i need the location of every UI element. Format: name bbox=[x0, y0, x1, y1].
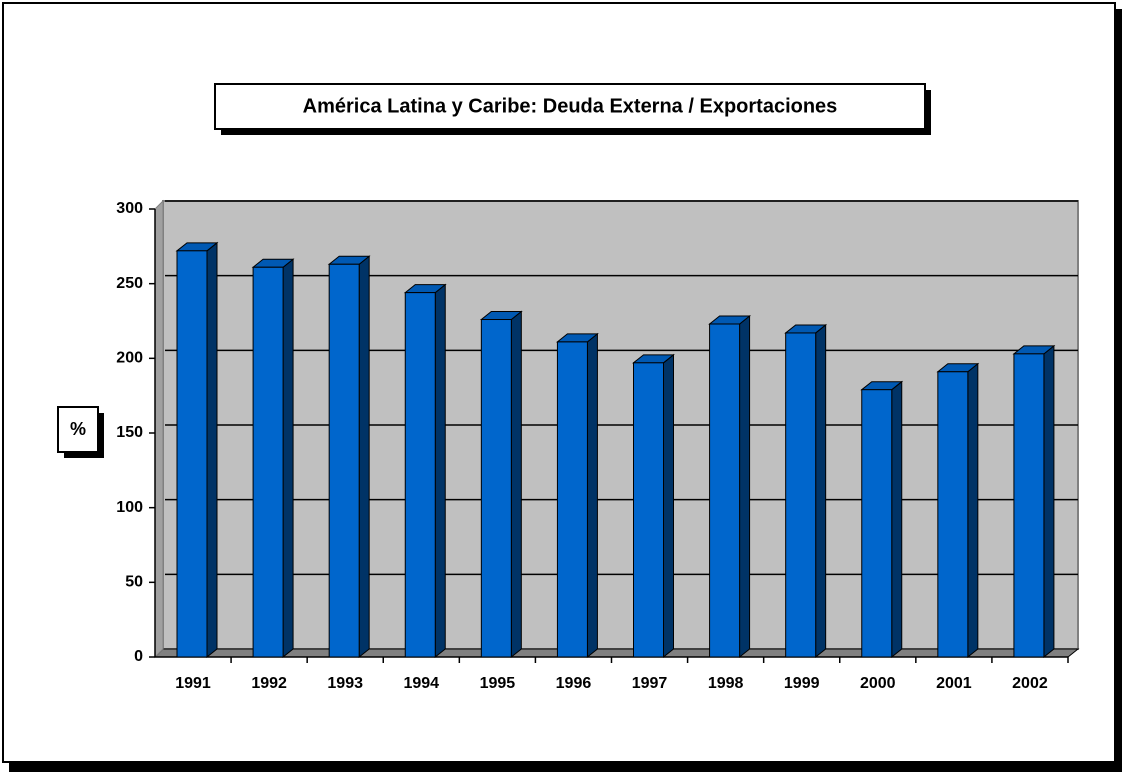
x-tick-label: 2002 bbox=[1012, 675, 1048, 692]
x-tick-label: 1992 bbox=[251, 675, 287, 692]
y-tick-label: 0 bbox=[134, 648, 143, 665]
bar-side bbox=[815, 323, 827, 659]
bar-side bbox=[663, 353, 674, 659]
bar bbox=[403, 283, 447, 659]
bar-front bbox=[556, 341, 588, 658]
bar-side bbox=[739, 314, 751, 659]
x-tick-label: 1997 bbox=[632, 675, 668, 692]
x-tick-label: 2001 bbox=[936, 675, 972, 692]
bar bbox=[632, 353, 675, 659]
side-wall bbox=[154, 199, 164, 659]
bar-front bbox=[404, 292, 436, 658]
bar-side bbox=[282, 258, 294, 659]
y-tick-label: 50 bbox=[125, 574, 143, 591]
bar bbox=[936, 362, 980, 659]
x-tick-label: 1995 bbox=[480, 675, 516, 692]
bar-side bbox=[891, 380, 903, 659]
y-tick-label: 250 bbox=[116, 275, 143, 292]
bar-front bbox=[1013, 353, 1045, 658]
bar bbox=[327, 255, 371, 659]
x-tick-label: 2000 bbox=[860, 675, 896, 692]
bar-side bbox=[967, 362, 979, 659]
x-tick-label: 1998 bbox=[708, 675, 744, 692]
y-label-box bbox=[57, 406, 99, 453]
bar bbox=[479, 310, 523, 659]
bar bbox=[251, 258, 295, 659]
y-tick-label: 200 bbox=[116, 350, 143, 367]
bar bbox=[175, 241, 219, 659]
bar bbox=[784, 323, 828, 659]
bar-front bbox=[176, 250, 208, 658]
y-tick-label: 300 bbox=[116, 200, 143, 217]
chart-title: América Latina y Caribe: Deuda Externa /… bbox=[303, 95, 838, 117]
bar bbox=[1012, 344, 1056, 659]
bar bbox=[860, 380, 904, 659]
y-axis-label: % bbox=[70, 419, 86, 439]
bar-side bbox=[358, 255, 370, 659]
x-tick-label: 1993 bbox=[327, 675, 363, 692]
bar-front bbox=[480, 319, 512, 658]
x-tick-label: 1999 bbox=[784, 675, 820, 692]
bar bbox=[708, 314, 752, 659]
bar-side bbox=[586, 332, 598, 659]
x-tick-label: 1991 bbox=[175, 675, 211, 692]
bar bbox=[555, 332, 599, 659]
bar-front bbox=[328, 263, 360, 658]
bar-side bbox=[1043, 344, 1055, 659]
y-tick-label: 100 bbox=[116, 499, 143, 516]
bar-front bbox=[252, 266, 284, 658]
bar-side bbox=[510, 310, 522, 659]
bar-front bbox=[633, 362, 664, 658]
bar-front bbox=[937, 371, 969, 658]
bar-front bbox=[709, 323, 741, 658]
title-box bbox=[214, 83, 926, 130]
x-tick-label: 1994 bbox=[403, 675, 439, 692]
bar-side bbox=[434, 283, 446, 659]
y-tick-label: 150 bbox=[116, 424, 143, 441]
bar-front bbox=[785, 332, 817, 658]
x-tick-label: 1996 bbox=[556, 675, 592, 692]
bar-front bbox=[861, 389, 893, 658]
bar-side bbox=[206, 241, 218, 659]
